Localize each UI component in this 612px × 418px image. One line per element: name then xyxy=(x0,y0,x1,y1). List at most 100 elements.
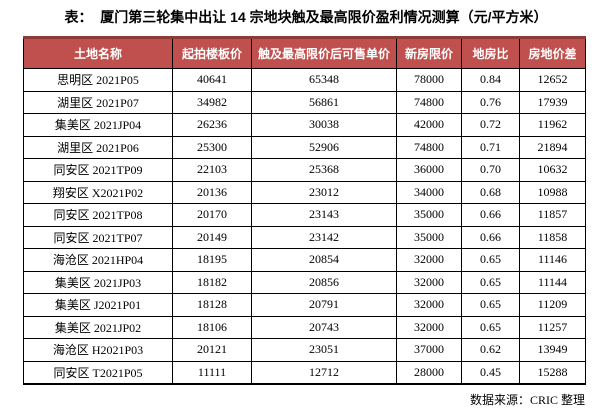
land-price-table: 土地名称 起拍楼板价 触及最高限价后可售单价 新房限价 地房比 房地价差 思明区 2021… xyxy=(23,36,586,385)
value-cell: 25368 xyxy=(251,158,397,182)
value-cell: 18128 xyxy=(172,293,252,317)
value-cell: 56861 xyxy=(251,90,397,114)
value-cell: 20170 xyxy=(172,203,252,227)
value-cell: 0.65 xyxy=(461,248,520,272)
value-cell: 32000 xyxy=(396,248,462,272)
data-source-note: 数据来源：CRIC 整理 xyxy=(469,393,585,407)
value-cell: 20743 xyxy=(251,315,397,339)
value-cell: 0.68 xyxy=(461,180,520,204)
table-row: 湖里区 2021P07 34982 56861 74800 0.76 17939 xyxy=(23,90,586,114)
value-cell: 0.45 xyxy=(461,360,520,385)
table-row: 同安区 T2021P05 11111 12712 28000 0.45 15288 xyxy=(23,360,586,385)
table-row: 思明区 2021P05 40641 65348 78000 0.84 12652 xyxy=(23,68,586,92)
value-cell: 65348 xyxy=(251,68,397,92)
value-cell: 20149 xyxy=(172,225,252,249)
table-row: 集美区 J2021P01 18128 20791 32000 0.65 11209 xyxy=(23,293,586,317)
value-cell: 20856 xyxy=(251,270,397,294)
value-cell: 36000 xyxy=(396,158,462,182)
value-cell: 0.62 xyxy=(461,338,520,362)
value-cell: 12652 xyxy=(519,68,586,92)
header-row: 土地名称 起拍楼板价 触及最高限价后可售单价 新房限价 地房比 房地价差 xyxy=(23,36,586,69)
table-row: 同安区 2021TP09 22103 25368 36000 0.70 10632 xyxy=(23,158,586,182)
value-cell: 17939 xyxy=(519,90,586,114)
value-cell: 11144 xyxy=(519,270,586,294)
land-name-cell: 同安区 2021TP09 xyxy=(23,158,173,182)
value-cell: 35000 xyxy=(396,203,462,227)
value-cell: 11111 xyxy=(172,360,252,385)
value-cell: 37000 xyxy=(396,338,462,362)
value-cell: 0.72 xyxy=(461,113,520,137)
value-cell: 0.70 xyxy=(461,158,520,182)
land-name-cell: 集美区 2021JP04 xyxy=(23,113,173,137)
value-cell: 11858 xyxy=(519,225,586,249)
column-header-0: 土地名称 xyxy=(23,36,173,69)
value-cell: 35000 xyxy=(396,225,462,249)
value-cell: 12712 xyxy=(251,360,397,385)
value-cell: 30038 xyxy=(251,113,397,137)
column-header-2: 触及最高限价后可售单价 xyxy=(251,36,397,69)
value-cell: 11209 xyxy=(519,293,586,317)
table-row: 湖里区 2021P06 25300 52906 74800 0.71 21894 xyxy=(23,135,586,159)
land-name-cell: 翔安区 X2021P02 xyxy=(23,180,173,204)
land-name-cell: 集美区 2021JP03 xyxy=(23,270,173,294)
value-cell: 40641 xyxy=(172,68,252,92)
land-name-cell: 湖里区 2021P06 xyxy=(23,135,173,159)
value-cell: 10632 xyxy=(519,158,586,182)
land-name-cell: 集美区 2021JP02 xyxy=(23,315,173,339)
value-cell: 0.84 xyxy=(461,68,520,92)
value-cell: 26236 xyxy=(172,113,252,137)
value-cell: 20791 xyxy=(251,293,397,317)
table-body: 思明区 2021P05 40641 65348 78000 0.84 12652 湖里区 2… xyxy=(23,68,586,385)
value-cell: 15288 xyxy=(519,360,586,385)
value-cell: 25300 xyxy=(172,135,252,159)
value-cell: 11257 xyxy=(519,315,586,339)
table-row: 集美区 2021JP02 18106 20743 32000 0.65 11257 xyxy=(23,315,586,339)
value-cell: 23142 xyxy=(251,225,397,249)
value-cell: 20136 xyxy=(172,180,252,204)
value-cell: 74800 xyxy=(396,135,462,159)
value-cell: 32000 xyxy=(396,315,462,339)
value-cell: 11146 xyxy=(519,248,586,272)
value-cell: 0.66 xyxy=(461,225,520,249)
value-cell: 11857 xyxy=(519,203,586,227)
value-cell: 13949 xyxy=(519,338,586,362)
value-cell: 32000 xyxy=(396,270,462,294)
table-row: 海沧区 2021HP04 18195 20854 32000 0.65 11146 xyxy=(23,248,586,272)
land-name-cell: 同安区 2021TP07 xyxy=(23,225,173,249)
value-cell: 10988 xyxy=(519,180,586,204)
value-cell: 34000 xyxy=(396,180,462,204)
value-cell: 23051 xyxy=(251,338,397,362)
column-header-3: 新房限价 xyxy=(396,36,462,69)
value-cell: 23012 xyxy=(251,180,397,204)
value-cell: 0.65 xyxy=(461,270,520,294)
land-name-cell: 同安区 2021TP08 xyxy=(23,203,173,227)
value-cell: 0.76 xyxy=(461,90,520,114)
value-cell: 34982 xyxy=(172,90,252,114)
value-cell: 32000 xyxy=(396,293,462,317)
land-name-cell: 湖里区 2021P07 xyxy=(23,90,173,114)
land-name-cell: 思明区 2021P05 xyxy=(23,68,173,92)
column-header-1: 起拍楼板价 xyxy=(172,36,252,69)
value-cell: 42000 xyxy=(396,113,462,137)
value-cell: 11962 xyxy=(519,113,586,137)
table-row: 集美区 2021JP04 26236 30038 42000 0.72 11962 xyxy=(23,113,586,137)
value-cell: 20854 xyxy=(251,248,397,272)
value-cell: 22103 xyxy=(172,158,252,182)
table-title: 表： 厦门第三轮集中出让 14 宗地块触及最高限价盈利情况测算（元/平方米） xyxy=(64,9,548,25)
value-cell: 28000 xyxy=(396,360,462,385)
value-cell: 18182 xyxy=(172,270,252,294)
land-name-cell: 集美区 J2021P01 xyxy=(23,293,173,317)
value-cell: 78000 xyxy=(396,68,462,92)
value-cell: 18195 xyxy=(172,248,252,272)
table-row: 翔安区 X2021P02 20136 23012 34000 0.68 10988 xyxy=(23,180,586,204)
value-cell: 0.71 xyxy=(461,135,520,159)
value-cell: 20121 xyxy=(172,338,252,362)
table-row: 海沧区 H2021P03 20121 23051 37000 0.62 13949 xyxy=(23,338,586,362)
column-header-4: 地房比 xyxy=(461,36,520,69)
land-name-cell: 同安区 T2021P05 xyxy=(23,360,173,385)
value-cell: 74800 xyxy=(396,90,462,114)
column-header-5: 房地价差 xyxy=(519,36,586,69)
value-cell: 0.65 xyxy=(461,315,520,339)
land-name-cell: 海沧区 H2021P03 xyxy=(23,338,173,362)
land-name-cell: 海沧区 2021HP04 xyxy=(23,248,173,272)
